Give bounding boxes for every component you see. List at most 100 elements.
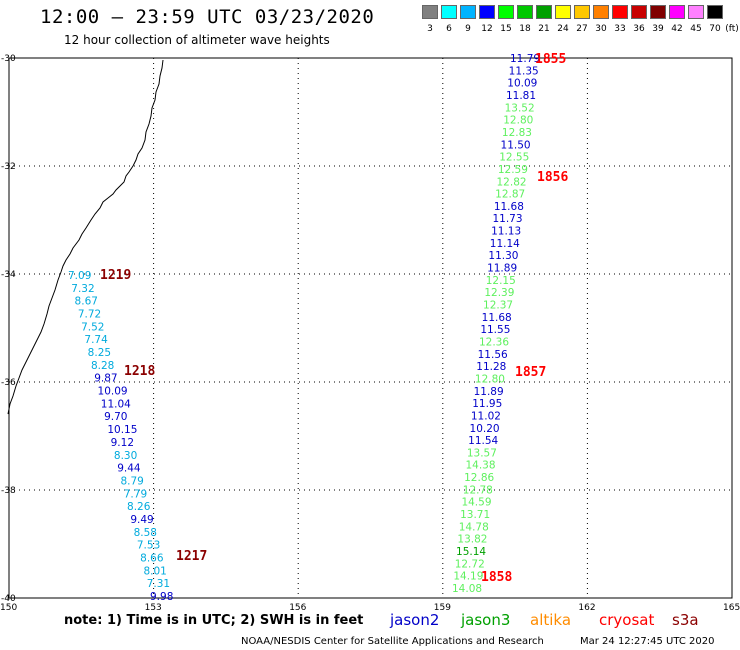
credit-text: NOAA/NESDIS Center for Satellite Applica…: [241, 636, 544, 647]
east-track-value: 11.81: [506, 90, 536, 102]
west-track-value: 9.70: [104, 411, 127, 423]
legend-label: 70: [709, 24, 721, 34]
west-track-value: 9.49: [130, 514, 153, 526]
legend-swatch: [650, 5, 666, 19]
legend-label: 15: [500, 24, 512, 34]
east-track-value: 12.80: [475, 373, 505, 385]
legend-swatch: [631, 5, 647, 19]
legend-swatch: [593, 5, 609, 19]
west-track-value: 7.09: [68, 270, 91, 282]
legend-label: 27: [576, 24, 588, 34]
pass-number-label: 1857: [515, 365, 546, 380]
legend-swatch: [441, 5, 457, 19]
west-track-value: 7.32: [71, 283, 94, 295]
east-track-value: 11.14: [490, 238, 520, 250]
latitude-tick-label: -32: [1, 162, 16, 172]
east-track-value: 11.73: [492, 213, 522, 225]
east-track-value: 12.39: [484, 287, 514, 299]
longitude-tick-label: 150: [0, 603, 17, 610]
generation-timestamp: Mar 24 12:27:45 UTC 2020: [580, 636, 715, 647]
west-track-value: 8.26: [127, 501, 151, 513]
legend-label: 6: [446, 24, 452, 34]
east-track-value: 11.02: [471, 410, 501, 422]
legend-jason2: jason2: [390, 611, 440, 629]
east-track-value: 12.78: [463, 484, 493, 496]
wave-height-tracks: 11.7911.3510.0911.8113.5212.8012.8311.50…: [68, 53, 540, 603]
east-track-value: 11.50: [501, 139, 531, 151]
legend-label: 24: [557, 24, 569, 34]
east-track-value: 13.82: [457, 534, 487, 546]
east-track-value: 12.55: [499, 152, 529, 164]
legend-label: 36: [633, 24, 645, 34]
east-track-value: 13.57: [467, 447, 497, 459]
legend-label: 45: [690, 24, 702, 34]
latitude-tick-label: -40: [1, 594, 16, 604]
east-track-value: 10.20: [470, 423, 500, 435]
east-track-value: 11.28: [476, 361, 506, 373]
legend-swatch: [555, 5, 571, 19]
legend-label: 21: [538, 24, 550, 34]
pass-number-label: 1856: [537, 170, 568, 185]
legend-s3a: s3a: [672, 611, 699, 629]
legend-unit: (ft): [725, 24, 739, 34]
west-track-value: 7.52: [81, 321, 104, 333]
pass-number-label: 1218: [124, 364, 155, 379]
legend-swatch: [707, 5, 723, 19]
latitude-tick-label: -36: [1, 378, 16, 388]
pass-number-label: 1217: [176, 549, 207, 564]
legend-cryosat: cryosat: [599, 611, 655, 629]
legend-swatch: [574, 5, 590, 19]
west-track-value: 9.87: [94, 373, 117, 385]
pass-number-label: 1219: [100, 268, 131, 283]
east-track-value: 11.79: [510, 53, 540, 65]
west-track-value: 8.67: [75, 296, 98, 308]
east-track-value: 12.87: [495, 189, 525, 201]
east-track-value: 12.72: [455, 558, 485, 570]
west-track-value: 7.74: [84, 334, 108, 346]
west-track-value: 10.09: [98, 386, 128, 398]
legend-label: 18: [519, 24, 531, 34]
legend-label: 12: [481, 24, 493, 34]
legend-label: 3: [427, 24, 433, 34]
west-track-value: 8.79: [120, 475, 143, 487]
east-track-value: 11.95: [472, 398, 502, 410]
legend-swatch: [669, 5, 685, 19]
west-track-value: 7.72: [78, 309, 101, 321]
east-track-value: 12.36: [479, 336, 509, 348]
legend-swatch: [479, 5, 495, 19]
east-track-value: 11.30: [488, 250, 518, 262]
east-track-value: 11.56: [478, 349, 508, 361]
map-subtitle: 12 hour collection of altimeter wave hei…: [64, 33, 330, 47]
east-track-value: 11.55: [480, 324, 510, 336]
legend-label: 30: [595, 24, 607, 34]
east-track-value: 14.59: [461, 497, 491, 509]
legend-swatch: [612, 5, 628, 19]
west-track-value: 8.30: [114, 450, 137, 462]
east-track-value: 10.09: [507, 78, 537, 90]
longitude-tick-label: 156: [289, 603, 306, 610]
longitude-tick-label: 162: [578, 603, 595, 610]
east-track-value: 12.80: [503, 115, 533, 127]
west-track-value: 9.98: [150, 591, 173, 603]
west-track-value: 7.79: [124, 488, 147, 500]
east-track-value: 14.19: [453, 571, 483, 583]
longitude-tick-label: 159: [434, 603, 451, 610]
west-track-value: 8.66: [140, 552, 164, 564]
latitude-tick-label: -34: [1, 270, 16, 280]
east-track-value: 11.68: [482, 312, 512, 324]
legend-swatch: [517, 5, 533, 19]
coastline: [7, 59, 164, 415]
east-track-value: 14.78: [459, 521, 489, 533]
footer-note: note: 1) Time is in UTC; 2) SWH is in fe…: [64, 613, 364, 628]
east-track-value: 15.14: [456, 546, 486, 558]
west-track-value: 9.12: [111, 437, 134, 449]
longitude-tick-label: 165: [723, 603, 740, 610]
east-track-value: 12.86: [464, 472, 494, 484]
west-track-value: 8.28: [91, 360, 114, 372]
legend-label: 9: [465, 24, 471, 34]
legend-swatch: [422, 5, 438, 19]
legend-label: 42: [671, 24, 683, 34]
west-track-value: 8.58: [134, 527, 157, 539]
